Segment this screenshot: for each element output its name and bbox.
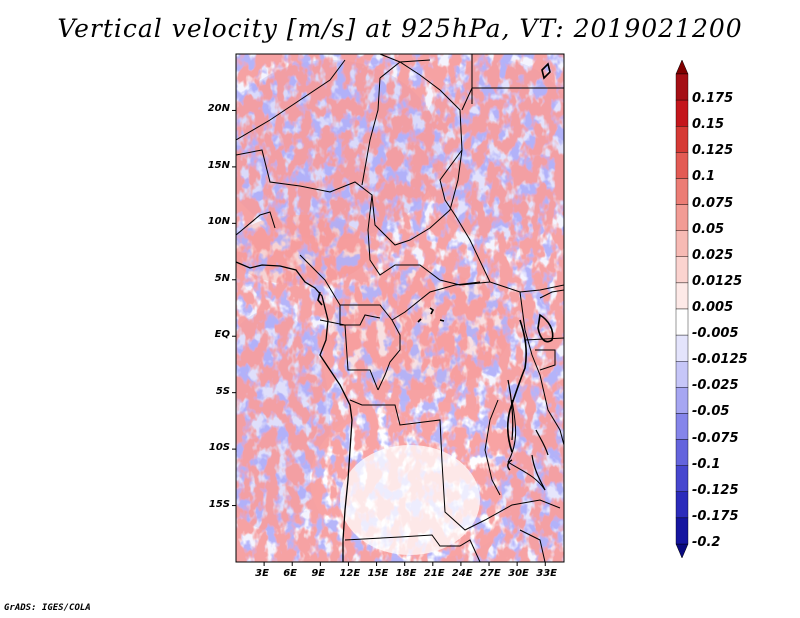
colorbar-level-label: 0.025 [692, 247, 734, 263]
colorbar-swatch [675, 204, 689, 231]
colorbar-level-label: 0.005 [692, 300, 734, 315]
colorbar-swatch [675, 308, 689, 336]
colorbar-swatch [675, 73, 689, 101]
colorbar-level-label: -0.2 [692, 535, 721, 550]
lat-tick-label: 10S [208, 442, 230, 454]
colorbar-swatch [675, 334, 689, 362]
lat-tick-label: EQ [214, 329, 230, 341]
lon-tick-label: 6E [283, 568, 298, 579]
colorbar-swatch [675, 178, 689, 205]
colorbar-swatch [675, 517, 689, 545]
lon-tick-label: 3E [255, 568, 269, 579]
colorbar-swatch [675, 230, 689, 257]
country-boundaries [236, 54, 564, 562]
chart-title: Vertical velocity [m/s] at 925hPa, VT: 2… [57, 14, 743, 43]
colorbar-swatch [675, 256, 689, 284]
colorbar-level-label: 0.075 [692, 195, 734, 211]
lon-tick-label: 27E [480, 568, 501, 579]
colorbar-level-label: -0.125 [692, 482, 739, 498]
colorbar-swatch [675, 465, 689, 492]
colorbar-level-label: -0.175 [692, 508, 739, 524]
colorbar-level-label: 0.05 [692, 221, 725, 237]
colorbar-level-label: 0.0125 [692, 273, 743, 289]
colorbar-swatch [675, 439, 689, 466]
lat-tick-label: 15N [207, 159, 230, 171]
vertical-velocity-field [236, 54, 564, 562]
lat-tick-label: 5S [215, 385, 230, 397]
lon-tick-label: 21E [423, 568, 445, 579]
colorbar-level-label: -0.05 [692, 404, 730, 420]
coastlines [236, 62, 554, 562]
colorbar-level-label: -0.1 [692, 456, 721, 472]
colorbar-level-label: -0.005 [692, 326, 739, 342]
credit-text: GrADS: IGES/COLA [4, 603, 91, 613]
lon-tick-label: 9E [311, 568, 326, 579]
lat-tick-label: 5N [214, 272, 230, 284]
colorbar-swatch [675, 387, 689, 414]
colorbar-swatch [675, 126, 689, 153]
lon-tick-label: 30E [508, 568, 529, 579]
colorbar-level-label: -0.0125 [692, 352, 748, 368]
lat-tick-label: 20N [207, 103, 230, 115]
colorbar-swatch [675, 491, 689, 519]
colorbar-bottom-arrow [675, 543, 689, 559]
colorbar-level-label: 0.1 [692, 169, 716, 185]
colorbar-level-label: -0.075 [692, 430, 739, 446]
lat-tick-label: 10N [207, 216, 230, 228]
colorbar-swatch [675, 361, 689, 388]
map-frame [235, 53, 565, 563]
colorbar-swatch [675, 413, 689, 440]
colorbar-swatch [675, 282, 689, 310]
colorbar-level-label: 0.125 [692, 143, 734, 159]
colorbar-level-label: -0.025 [692, 378, 739, 394]
lon-tick-label: 15E [367, 568, 389, 579]
colorbar-swatch [675, 99, 689, 127]
lon-tick-label: 12E [339, 568, 361, 579]
colorbar [675, 59, 689, 559]
lat-tick-label: 15S [208, 498, 230, 510]
lon-tick-label: 24E [451, 568, 473, 579]
colorbar-level-label: 0.175 [692, 91, 734, 107]
colorbar-level-label: 0.15 [692, 117, 725, 133]
axis-ticks [232, 109, 546, 566]
colorbar-top-arrow [675, 59, 689, 75]
lon-tick-label: 18E [395, 568, 417, 579]
lon-tick-label: 33E [536, 568, 557, 579]
colorbar-swatch [675, 152, 689, 179]
